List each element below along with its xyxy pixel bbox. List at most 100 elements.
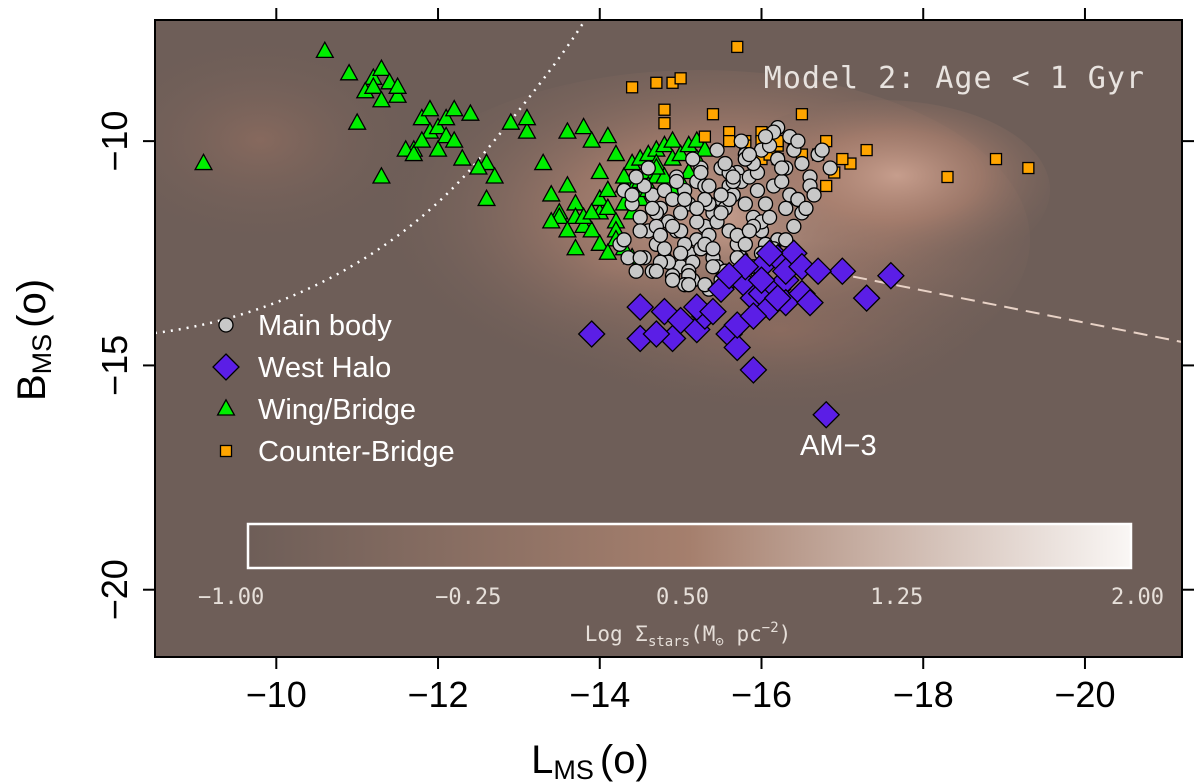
colorbar-gradient [246,522,1133,570]
y-tick-label: −20 [94,559,135,620]
x-tick-label: −12 [407,674,468,715]
circle-point [713,187,729,203]
square-point [731,40,744,54]
triangle-point [452,148,472,166]
colorbar-tick-labels: −1.00 −0.25 0.50 1.25 2.00 [198,585,1164,610]
diamond-point [796,288,824,317]
circle-point [689,200,705,217]
circle-point [664,218,681,235]
diamond-point [763,284,792,313]
circle-point [717,155,733,172]
colorbar: −1.00 −0.25 0.50 1.25 2.00 Log Σstars(M⊙ pc−… [198,522,1164,650]
diamond-point [666,306,695,335]
circle-point [778,232,794,248]
diamond-point [739,302,768,330]
diamond-point [876,261,905,290]
circle-point [790,133,806,149]
circle-point [628,169,644,185]
diamond-point [715,261,744,290]
triangle-point [444,130,464,148]
diamond-point [804,257,833,286]
triangle-point [501,112,521,130]
legend-circle-marker [218,317,234,333]
circle-point [656,241,673,257]
diamond-point [739,355,768,384]
circle-point [774,160,790,176]
plot-frame [154,19,1183,658]
colorbar-tick-label: 0.50 [656,585,709,610]
square-point [706,108,720,121]
triangle-point [541,184,561,202]
triangle-point [598,242,618,260]
triangle-point [363,76,383,94]
triangle-point [315,40,335,59]
circle-point [737,196,753,212]
circle-point [664,272,681,288]
y-tick-label: −10 [94,111,135,172]
triangle-point [388,85,408,103]
circle-point [761,209,778,226]
triangle-point [590,233,610,251]
diamond-point [723,333,752,362]
circle-point [794,155,810,172]
circle-point [798,200,814,217]
triangle-point [194,153,214,171]
triangle-point [679,161,699,180]
triangle-point [468,157,488,175]
square-point [1022,161,1035,175]
circle-point [644,200,660,217]
legend: Main body West Halo Wing/Bridge Counter-Bri… [212,310,455,468]
diamond-point [812,400,841,429]
circle-point [814,142,830,158]
square-point [674,72,687,85]
circle-point [725,169,741,185]
circle-point [628,263,644,279]
triangle-point [695,139,715,157]
diamond-point [755,239,784,268]
triangle-point [444,99,464,117]
triangle-point [663,130,683,148]
triangle-point [428,139,448,157]
triangle-point [517,108,537,126]
square-point [698,130,712,143]
series-diamond [577,239,905,429]
square-point [722,134,736,148]
circle-point [741,146,758,163]
x-axis-title: LMS (o) [531,738,649,783]
triangle-point [557,175,577,193]
triangle-point [436,108,456,126]
legend-label: West Halo [258,352,391,384]
circle-point [624,187,640,203]
circle-point [632,209,648,226]
circle-point [786,218,802,235]
axes: −10 −12 −14 −16 −18 −20 −10 −15 −20 [94,8,1194,715]
triangle-point [371,166,391,184]
colorbar-tick-label: −0.25 [435,585,501,610]
x-tick-label: −18 [893,674,954,715]
square-point [658,117,671,130]
circle-point [632,250,648,266]
triangle-point [412,108,432,126]
circle-point [652,227,669,243]
colorbar-tick-label: 1.25 [870,585,923,610]
square-point [650,76,663,89]
x-tick-label: −10 [246,674,307,715]
triangle-point [598,179,618,198]
triangle-point [598,126,618,144]
circle-point [757,128,774,145]
triangle-point [582,202,602,220]
circle-point [648,263,665,279]
boundary-dashed-line [809,267,1182,343]
triangle-point [566,238,586,256]
triangle-point [371,58,391,76]
circle-point [733,133,749,149]
triangle-point [671,144,691,162]
triangle-point [460,103,480,121]
legend-label: Wing/Bridge [258,394,416,426]
am3-annotation: AM−3 [800,430,877,462]
diamond-point [577,320,606,348]
triangle-point [590,161,610,180]
circle-point [778,200,794,217]
square-point [941,170,954,184]
triangle-point [590,188,610,207]
